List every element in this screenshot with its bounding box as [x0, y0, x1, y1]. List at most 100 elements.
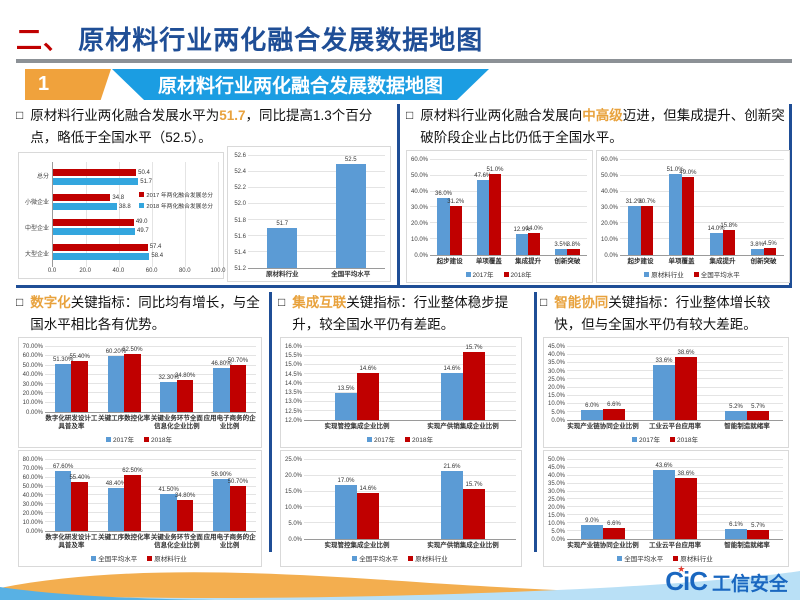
category-label: 工业云平台应用率: [649, 541, 701, 549]
plot-area: 0.0% 5.0% 10.0% 15.0% 20.0% 25.0% 30.0% 35.0% 40…: [547, 344, 783, 424]
legend-label: 原材料行业: [680, 556, 713, 563]
legend-item: 原材料行业: [408, 553, 448, 563]
bar-group: 33.6% 38.6%: [639, 347, 711, 420]
finding-text: 智能协同关键指标：行业整体增长较快，但与全国水平仍有较大差距。: [554, 292, 796, 336]
category-label: 实现管控集成企业比例: [324, 422, 390, 430]
value-label: 32.30%: [158, 374, 179, 381]
bar-column: 14.6%: [357, 347, 379, 420]
y-axis: 12.0% 12.5% 13.0% 13.5% 14.0% 14.5% 15.0% 15.5%…: [284, 344, 304, 424]
legend-swatch-icon: [106, 436, 112, 442]
value-label: 4.5%: [763, 240, 777, 247]
gridline: [152, 162, 153, 267]
tick-label: 100.0: [210, 268, 226, 274]
value-label: 6.6%: [607, 402, 621, 409]
bar: [53, 203, 118, 211]
tick-label: 52.2: [234, 185, 246, 192]
value-label: 9.0%: [585, 517, 599, 524]
category-label: 实现产业链协同企业比例: [567, 422, 639, 430]
tick-label: 10.0%: [600, 236, 618, 243]
finding-text: 原材料行业两化融合发展向中高级迈进，但集成提升、创新突破阶段企业占比仍低于全国水…: [420, 105, 792, 149]
category-label: 集成提升: [709, 257, 736, 265]
plot-area: 0.0% 5.0% 10.0% 15.0% 20.0% 25.0% 30.0% 35.0% 40…: [547, 457, 783, 543]
chart-stage-vs-national: 0.0% 10.0% 20.0% 30.0% 40.0% 50.0% 60.0% 31.2% 3…: [596, 150, 790, 283]
tick-label: 40.0%: [547, 472, 565, 479]
bar: [213, 478, 230, 531]
bar: [335, 164, 366, 268]
tick-label: 45.0%: [547, 344, 565, 350]
tick-label: 52.0: [234, 201, 246, 208]
gridline: [430, 159, 587, 160]
x-axis: 起步建设 单项覆盖 集成提升 创新突破: [430, 256, 587, 266]
tick-label: 40.0: [112, 268, 125, 274]
value-label: 51.0%: [486, 167, 504, 174]
value-label: 49.0: [135, 219, 148, 226]
plot-area: 12.0% 12.5% 13.0% 13.5% 14.0% 14.5% 15.0% 15.5%…: [284, 344, 516, 424]
gridline: [620, 222, 784, 224]
value-label: 52.5: [344, 157, 357, 163]
divider-bottom-right: [534, 292, 537, 552]
legend: 全国平均水平 原材料行业: [22, 550, 256, 564]
gridline: [304, 391, 516, 393]
value-label: 6.1%: [729, 522, 743, 529]
tick-label: 10.0%: [284, 504, 302, 511]
gridline: [430, 238, 587, 240]
bar-group: 48.40% 62.50%: [98, 460, 151, 531]
bar-column: 17.0%: [335, 460, 357, 539]
y-axis: 0.00% 10.00% 20.00% 30.00% 40.00% 50.00% 60.00…: [22, 457, 45, 535]
bar: [640, 206, 654, 255]
legend-swatch-icon: [503, 271, 509, 277]
tick-label: 20.0%: [284, 472, 302, 479]
gridline: [567, 466, 783, 468]
value-label: 6.6%: [607, 521, 621, 528]
bar: [725, 529, 747, 539]
y-axis: 0.0% 10.0% 20.0% 30.0% 40.0% 50.0% 60.0%: [600, 157, 620, 259]
tick-label: 12.5%: [284, 408, 302, 415]
bar-groups: 13.5% 14.6% 14.6% 15.7%: [304, 345, 516, 420]
tick-label: 0.0%: [414, 252, 428, 259]
tick-label: 10.00%: [22, 519, 43, 526]
bar-column: 30.7%: [638, 160, 655, 255]
legend-item: 全国平均水平: [91, 553, 137, 563]
value-label: 55.40%: [69, 353, 90, 360]
page-title-number: 二、: [16, 25, 71, 55]
cic-logo-latin: CiC ★: [665, 565, 708, 595]
tick-label: 30.00%: [22, 381, 43, 388]
tick-label: 20.00%: [22, 390, 43, 397]
bar-column: 14.0%: [708, 160, 725, 255]
value-label: 36.0%: [434, 190, 452, 197]
tick-label: 20.0%: [547, 385, 565, 392]
bar-column: 46.80%: [211, 347, 232, 412]
gridline: [304, 346, 516, 347]
legend: 全国平均水平 原材料行业: [284, 550, 516, 564]
bar: [437, 197, 450, 255]
bar-column: 51.0%: [667, 160, 684, 255]
tick-label: 13.0%: [284, 399, 302, 406]
value-label: 38.8: [119, 203, 131, 210]
category-label: 实现管控集成企业比例: [324, 541, 390, 549]
legend-swatch-icon: [147, 555, 153, 561]
bar: [124, 475, 141, 531]
bar-group: 14.0% 15.8%: [702, 160, 743, 255]
gridline: [567, 346, 783, 347]
cic-logo-cn: 工信安全: [711, 574, 788, 595]
plot-area: 0.00% 10.00% 20.00% 30.00% 40.00% 50.00% 60.00…: [22, 457, 256, 535]
bar: [463, 489, 485, 539]
bar: [441, 470, 463, 539]
tick-label: 25.0%: [284, 457, 302, 463]
finding-top-right: □ 原材料行业两化融合发展向中高级迈进，但集成提升、创新突破阶段企业占比仍低于全…: [406, 105, 792, 149]
bar-group: 17.0% 14.6%: [304, 460, 410, 539]
bar-column: 34.80%: [174, 460, 196, 531]
bar-group: 41.50% 34.80%: [151, 460, 204, 531]
bar: [488, 174, 502, 255]
bar-column: 49.0%: [679, 160, 696, 255]
bar: [581, 410, 603, 420]
legend: 2017年 2018年: [410, 266, 587, 280]
plot-area: 0.0% 10.0% 20.0% 30.0% 40.0% 50.0% 60.0% 36.0% 3…: [410, 157, 587, 259]
gridline: [567, 354, 783, 356]
bar-column: 62.50%: [122, 347, 143, 412]
category-label: 小微企业: [24, 199, 49, 206]
gridline: [620, 238, 784, 240]
value-label: 34.80%: [174, 492, 196, 499]
highlighted-text: 数字化: [30, 295, 71, 310]
value-label: 31.2%: [447, 198, 465, 205]
